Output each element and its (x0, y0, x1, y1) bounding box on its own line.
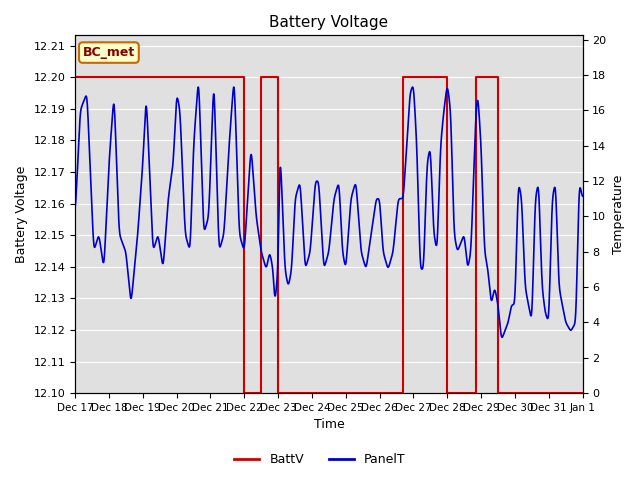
Text: BC_met: BC_met (83, 46, 135, 59)
Title: Battery Voltage: Battery Voltage (269, 15, 388, 30)
Y-axis label: Battery Voltage: Battery Voltage (15, 166, 28, 263)
Y-axis label: Temperature: Temperature (612, 175, 625, 254)
X-axis label: Time: Time (314, 419, 344, 432)
Legend: BattV, PanelT: BattV, PanelT (229, 448, 411, 471)
